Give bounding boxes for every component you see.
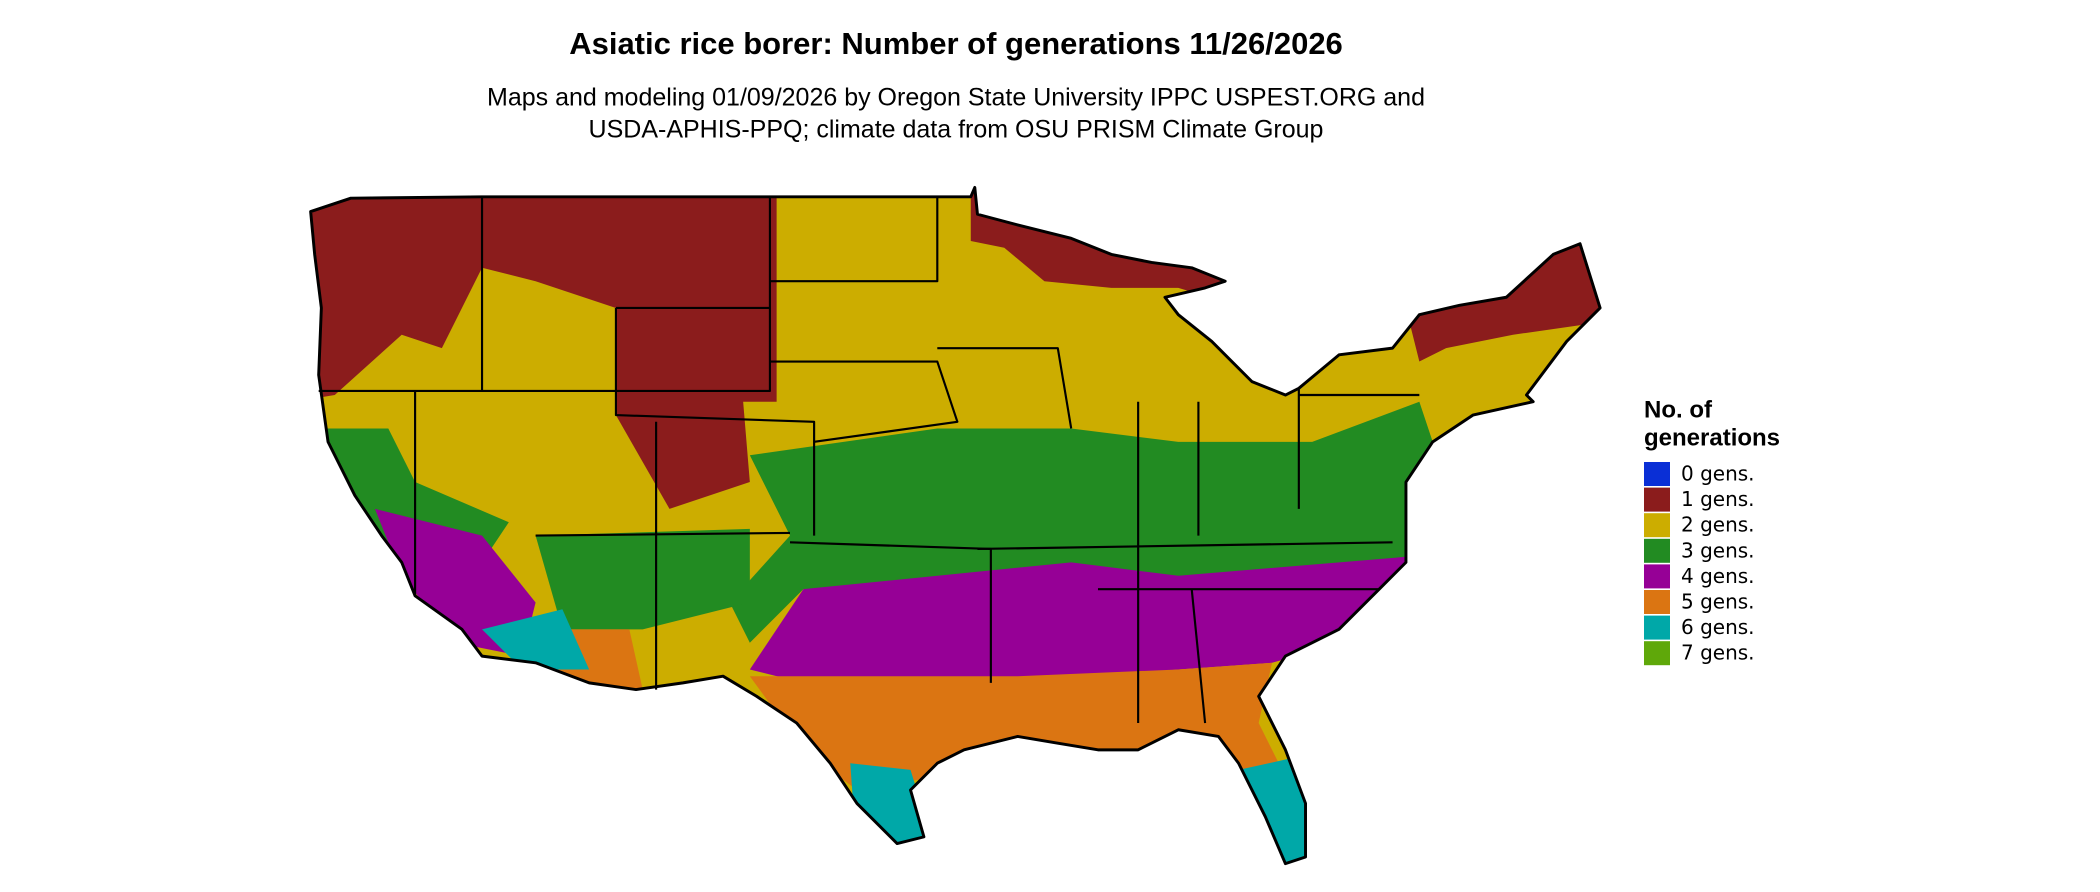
legend-swatch — [1644, 513, 1670, 538]
legend-label: 0 gens. — [1681, 462, 1755, 486]
region — [482, 609, 590, 670]
legend-label: 6 gens. — [1681, 615, 1755, 639]
legend-label: 7 gens. — [1681, 641, 1755, 665]
map-title: Asiatic rice borer: Number of generation… — [569, 26, 1343, 61]
legend-label: 1 gens. — [1681, 487, 1755, 511]
legend-swatch — [1644, 487, 1670, 512]
legend-title: generations — [1644, 424, 1780, 451]
legend-label: 5 gens. — [1681, 590, 1755, 614]
legend-swatch — [1644, 615, 1670, 640]
legend-label: 3 gens. — [1681, 538, 1755, 562]
legend: No. of generations 0 gens.1 gens.2 gens.… — [1644, 396, 1780, 666]
legend-label: 2 gens. — [1681, 513, 1755, 537]
legend-swatch — [1644, 590, 1670, 614]
state-borders — [318, 196, 1420, 724]
region — [749, 555, 1420, 683]
legend-title: No. of — [1644, 396, 1713, 423]
legend-swatch — [1644, 538, 1670, 563]
us-map — [309, 185, 1602, 866]
legend-label: 4 gens. — [1681, 564, 1755, 588]
map-subtitle: Maps and modeling 01/09/2026 by Oregon S… — [487, 84, 1425, 112]
legend-swatch — [1644, 641, 1670, 666]
map-subtitle: USDA-APHIS-PPQ; climate data from OSU PR… — [589, 116, 1324, 144]
legend-swatch — [1644, 462, 1670, 486]
legend-swatch — [1644, 564, 1670, 589]
region — [535, 528, 750, 630]
